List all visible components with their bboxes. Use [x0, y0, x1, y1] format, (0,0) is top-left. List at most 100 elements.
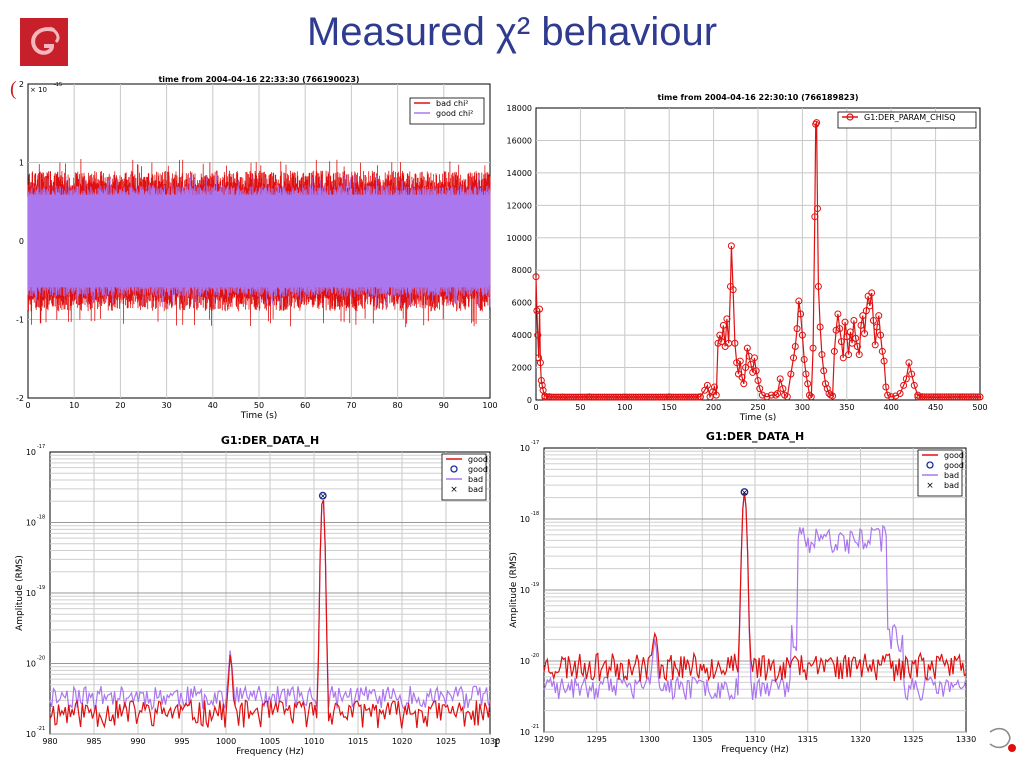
data-point	[793, 325, 801, 333]
y-axis-label: Amplitude (RMS)	[509, 552, 519, 628]
data-point	[756, 385, 764, 393]
x-tick-label: 1305	[692, 735, 712, 744]
y-tick-label: 2000	[512, 364, 532, 373]
data-point	[954, 393, 962, 401]
data-point	[545, 393, 553, 401]
data-point	[568, 393, 576, 401]
data-point	[921, 393, 928, 401]
x-tick-label: 200	[706, 403, 721, 412]
y-tick-exp: -19	[37, 585, 45, 591]
data-point	[900, 381, 908, 389]
data-point	[875, 312, 883, 320]
data-point	[945, 393, 953, 401]
good-marker	[740, 488, 749, 496]
data-point	[596, 393, 604, 401]
data-point	[763, 393, 771, 401]
data-point	[949, 393, 957, 401]
data-point	[554, 393, 562, 401]
data-point	[882, 383, 890, 391]
legend-marker	[450, 465, 458, 473]
data-point	[643, 393, 651, 401]
data-point	[536, 305, 544, 313]
x-tick-label: 10	[69, 401, 79, 410]
data-point	[585, 393, 593, 401]
y-tick-label: -2	[16, 394, 24, 403]
data-point	[960, 393, 968, 401]
data-point	[866, 302, 874, 310]
data-point	[783, 393, 791, 401]
chart-title: time from 2004-04-16 22:30:10 (766189823…	[657, 93, 858, 102]
data-point	[538, 381, 546, 389]
data-point	[634, 393, 642, 401]
data-point	[855, 351, 863, 359]
data-point	[740, 380, 748, 388]
legend-label: good chi²	[436, 109, 473, 118]
chart-der-data-h-left: ×980 985 990 995 1000 1005 1010 1015 1020 1025 103…	[15, 434, 500, 757]
y-tick-label: 10	[26, 589, 36, 598]
data-point	[836, 325, 844, 333]
data-point	[590, 393, 598, 401]
x-tick-label: 990	[130, 737, 145, 746]
data-point	[636, 393, 644, 401]
x-tick-label: 350	[839, 403, 854, 412]
data-point	[743, 344, 751, 352]
data-point	[932, 393, 940, 401]
x-tick-label: 1310	[745, 735, 765, 744]
data-point	[733, 359, 741, 367]
data-point	[943, 393, 951, 401]
data-point	[976, 393, 984, 401]
data-point	[641, 393, 649, 401]
data-point	[647, 393, 655, 401]
data-point	[692, 393, 700, 401]
data-point	[683, 393, 691, 401]
data-point	[936, 393, 944, 401]
y-tick-label: 12000	[507, 201, 532, 210]
chart-title: time from 2004-04-16 22:33:30 (766190023…	[158, 75, 359, 84]
x-tick-label: 1325	[903, 735, 923, 744]
data-point	[710, 383, 718, 391]
y-tick-exp: -20	[37, 656, 45, 662]
data-point	[601, 393, 609, 401]
bracket-glyph: (	[10, 78, 17, 100]
data-point	[923, 393, 931, 401]
data-point	[696, 393, 704, 401]
y-tick-label: 14000	[507, 169, 532, 178]
y-tick-label: 10000	[507, 234, 532, 243]
data-point	[774, 390, 782, 398]
data-point	[811, 213, 819, 221]
corner-logo-icon	[989, 727, 1016, 752]
x-tick-label: 40	[208, 401, 218, 410]
data-point	[767, 391, 775, 399]
series-bad	[49, 499, 491, 712]
data-point	[714, 339, 722, 347]
data-point	[676, 393, 684, 401]
bad-marker: ×	[319, 492, 326, 501]
legend-label: good	[468, 465, 488, 474]
x-tick-label: 1000	[216, 737, 236, 746]
data-point	[703, 381, 711, 389]
y-tick-label: 0	[527, 396, 532, 405]
y-tick-label: 6000	[512, 299, 532, 308]
legend	[409, 97, 485, 125]
data-point	[716, 331, 724, 339]
data-point	[848, 339, 856, 347]
y-tick-exp: -18	[37, 515, 45, 521]
x-tick-label: 1300	[639, 735, 659, 744]
data-point	[670, 393, 678, 401]
data-point	[963, 393, 971, 401]
data-point	[823, 385, 831, 393]
data-point	[940, 393, 948, 401]
legend-marker: ×	[926, 481, 934, 491]
y-tick-label: 16000	[507, 136, 532, 145]
y-tick-label: 10	[520, 444, 530, 453]
legend	[441, 453, 487, 501]
data-point	[594, 393, 602, 401]
data-point	[758, 391, 766, 399]
legend-label: good	[468, 455, 488, 464]
data-point	[559, 393, 567, 401]
data-point	[581, 393, 589, 401]
data-point	[868, 289, 876, 297]
legend-marker	[926, 461, 934, 469]
x-tick-label: 300	[795, 403, 810, 412]
data-point	[965, 393, 973, 401]
